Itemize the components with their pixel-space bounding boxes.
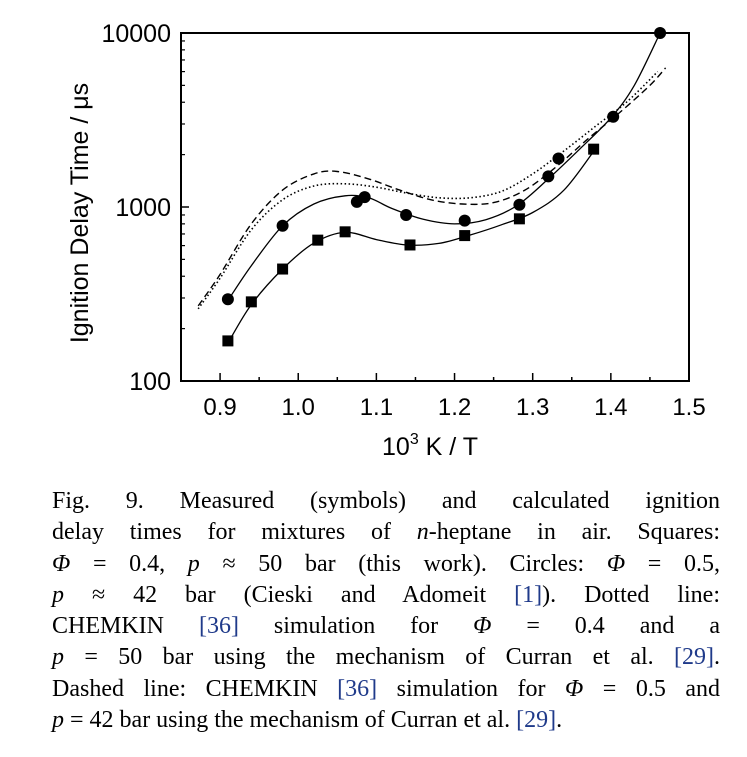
plot-frame bbox=[180, 32, 690, 382]
caption-line: p ≈ 42 bar (Cieski and Adomeit [1]). Dot… bbox=[52, 581, 720, 608]
axis-ticks-group bbox=[180, 32, 690, 382]
circle-marker bbox=[513, 198, 526, 211]
caption-line: Dashed line: CHEMKIN [36] simulation for… bbox=[52, 675, 720, 702]
circle-marker bbox=[276, 219, 289, 232]
caption-italic: n bbox=[416, 519, 429, 546]
y-axis-label: Ignition Delay Time / μs bbox=[66, 83, 94, 343]
chart-container: 0.9 1.0 1.1 1.2 1.3 1.4 1.5 100 1000 10000 Igniti… bbox=[66, 20, 706, 461]
caption-line: Fig. 9. Measured (symbols) and calculate… bbox=[52, 488, 720, 514]
chart: 0.9 1.0 1.1 1.2 1.3 1.4 1.5 100 1000 10000 Igniti… bbox=[66, 20, 706, 461]
caption-line: Φ = 0.4, p ≈ 50 bar (this work). Circles… bbox=[52, 550, 720, 577]
square-marker bbox=[222, 335, 234, 347]
tick-labels-group: 0.9 1.0 1.1 1.2 1.3 1.4 1.5 100 1000 10000 bbox=[101, 20, 705, 421]
caption-italic: p bbox=[52, 707, 64, 734]
caption-italic: p bbox=[52, 581, 64, 608]
x-tick-label: 1.2 bbox=[438, 394, 471, 421]
x-axis-label-superscript: 3 bbox=[410, 431, 419, 448]
y-tick-label: 100 bbox=[129, 368, 171, 396]
square-marker bbox=[513, 213, 525, 225]
solid-curve bbox=[227, 32, 661, 301]
x-axis-label-rest: K / T bbox=[419, 433, 478, 461]
y-tick-label: 1000 bbox=[115, 194, 171, 222]
circle-marker bbox=[458, 214, 471, 227]
citation-link[interactable]: [29] bbox=[674, 644, 714, 671]
x-tick-label: 1.1 bbox=[360, 394, 393, 421]
x-tick-label: 1.3 bbox=[516, 394, 549, 421]
x-tick-label: 1.5 bbox=[672, 394, 705, 421]
square-marker bbox=[312, 234, 324, 246]
caption-italic: p bbox=[52, 644, 64, 671]
circle-marker bbox=[358, 191, 371, 204]
dashed-curve bbox=[197, 67, 667, 307]
square-marker bbox=[588, 143, 600, 155]
circle-marker bbox=[607, 110, 620, 123]
caption-line: p = 42 bar using the mechanism of Curran… bbox=[52, 707, 563, 734]
circle-marker bbox=[400, 208, 413, 221]
citation-link[interactable]: [36] bbox=[198, 613, 239, 640]
citation-link[interactable]: [29] bbox=[516, 707, 557, 734]
caption-italic: p bbox=[187, 550, 200, 577]
square-marker bbox=[277, 263, 289, 275]
square-marker bbox=[339, 226, 351, 238]
figure-caption: Fig. 9. Measured (symbols) and calculate… bbox=[52, 486, 720, 736]
x-tick-label: 0.9 bbox=[203, 394, 236, 421]
markers-group bbox=[221, 27, 667, 347]
square-marker bbox=[245, 296, 257, 308]
caption-line: p = 50 bar using the mechanism of Curran… bbox=[52, 644, 720, 671]
caption-italic: Φ bbox=[52, 550, 71, 577]
circle-marker bbox=[552, 152, 565, 165]
x-tick-label: 1.0 bbox=[282, 394, 315, 421]
caption-italic: Φ bbox=[564, 675, 584, 702]
citation-link[interactable]: [36] bbox=[337, 675, 378, 702]
caption-italic: Φ bbox=[473, 613, 492, 640]
fit-lines-group bbox=[197, 32, 667, 344]
x-axis-label-base: 10 bbox=[382, 433, 410, 461]
citation-link[interactable]: [1] bbox=[514, 581, 543, 608]
caption-line: CHEMKIN [36] simulation for Φ = 0.4 and … bbox=[52, 613, 720, 640]
square-marker bbox=[404, 239, 416, 251]
x-axis-label: 103 K / T bbox=[382, 431, 478, 461]
circle-marker bbox=[542, 170, 555, 183]
circle-marker bbox=[221, 293, 234, 306]
caption-italic: Φ bbox=[606, 550, 626, 577]
square-marker bbox=[459, 230, 471, 242]
x-tick-label: 1.4 bbox=[594, 394, 627, 421]
caption-line: delay times for mixtures of n-heptane in… bbox=[52, 519, 720, 546]
y-tick-label: 10000 bbox=[101, 20, 171, 48]
dotted-curve bbox=[197, 71, 659, 310]
